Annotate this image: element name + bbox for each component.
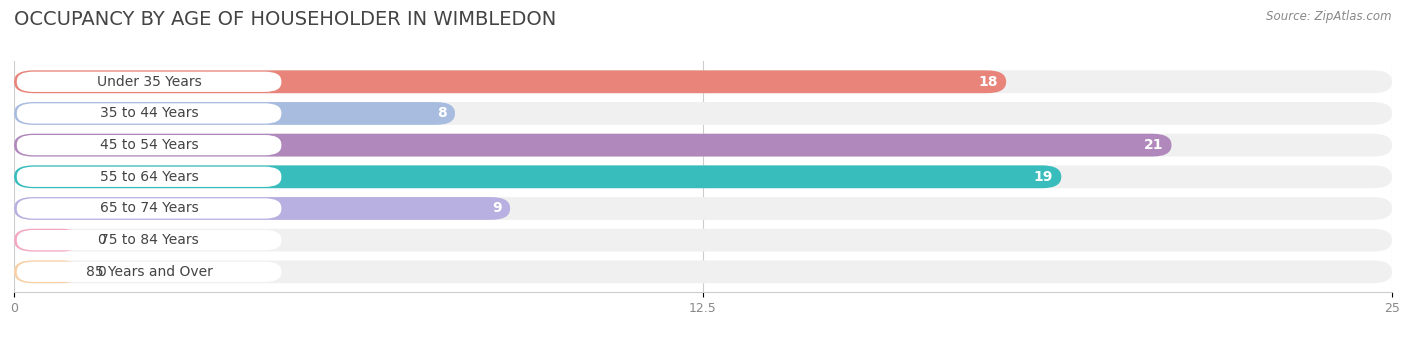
Text: 21: 21 [1143, 138, 1163, 152]
FancyBboxPatch shape [14, 134, 1392, 156]
FancyBboxPatch shape [14, 229, 80, 252]
Text: 0: 0 [97, 233, 105, 247]
FancyBboxPatch shape [14, 165, 1392, 188]
Text: OCCUPANCY BY AGE OF HOUSEHOLDER IN WIMBLEDON: OCCUPANCY BY AGE OF HOUSEHOLDER IN WIMBL… [14, 10, 557, 29]
Text: 45 to 54 Years: 45 to 54 Years [100, 138, 198, 152]
FancyBboxPatch shape [14, 70, 1007, 93]
FancyBboxPatch shape [14, 260, 80, 283]
Text: 18: 18 [979, 75, 998, 89]
Text: 85 Years and Over: 85 Years and Over [86, 265, 212, 279]
Text: 75 to 84 Years: 75 to 84 Years [100, 233, 198, 247]
Text: Under 35 Years: Under 35 Years [97, 75, 201, 89]
Text: 8: 8 [437, 106, 447, 120]
FancyBboxPatch shape [17, 230, 281, 250]
Text: 55 to 64 Years: 55 to 64 Years [100, 170, 198, 184]
Text: Source: ZipAtlas.com: Source: ZipAtlas.com [1267, 10, 1392, 23]
FancyBboxPatch shape [17, 135, 281, 155]
FancyBboxPatch shape [14, 102, 1392, 125]
FancyBboxPatch shape [14, 197, 510, 220]
FancyBboxPatch shape [14, 260, 1392, 283]
FancyBboxPatch shape [14, 102, 456, 125]
FancyBboxPatch shape [17, 167, 281, 187]
FancyBboxPatch shape [14, 197, 1392, 220]
Text: 35 to 44 Years: 35 to 44 Years [100, 106, 198, 120]
Text: 9: 9 [492, 202, 502, 216]
Text: 65 to 74 Years: 65 to 74 Years [100, 202, 198, 216]
FancyBboxPatch shape [14, 229, 1392, 252]
FancyBboxPatch shape [17, 262, 281, 282]
FancyBboxPatch shape [14, 70, 1392, 93]
FancyBboxPatch shape [17, 72, 281, 92]
Text: 0: 0 [97, 265, 105, 279]
FancyBboxPatch shape [17, 103, 281, 124]
Text: 19: 19 [1033, 170, 1053, 184]
FancyBboxPatch shape [14, 134, 1171, 156]
FancyBboxPatch shape [14, 165, 1062, 188]
FancyBboxPatch shape [17, 198, 281, 219]
